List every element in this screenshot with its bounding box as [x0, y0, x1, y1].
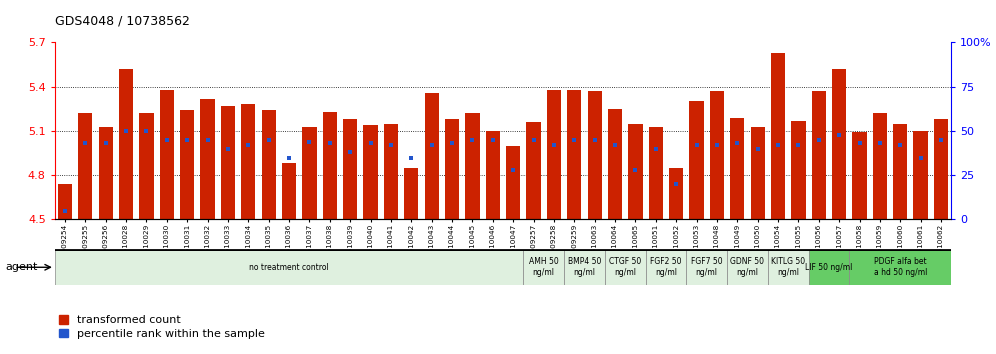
Bar: [445, 119, 459, 219]
Text: GDNF 50
ng/ml: GDNF 50 ng/ml: [730, 257, 765, 277]
Bar: [934, 119, 948, 219]
Bar: [99, 126, 113, 219]
Bar: [180, 110, 194, 219]
Bar: [364, 125, 377, 219]
Bar: [809, 250, 850, 285]
Bar: [727, 250, 768, 285]
Text: GDS4048 / 10738562: GDS4048 / 10738562: [55, 14, 189, 27]
Bar: [791, 121, 806, 219]
Bar: [567, 90, 582, 219]
Bar: [730, 118, 744, 219]
Bar: [527, 122, 541, 219]
Bar: [768, 250, 809, 285]
Bar: [200, 98, 215, 219]
Bar: [608, 109, 622, 219]
Bar: [383, 124, 398, 219]
Legend: transformed count, percentile rank within the sample: transformed count, percentile rank withi…: [55, 311, 269, 343]
Bar: [303, 126, 317, 219]
Bar: [547, 90, 561, 219]
Bar: [710, 91, 724, 219]
Text: FGF7 50
ng/ml: FGF7 50 ng/ml: [691, 257, 722, 277]
Bar: [282, 164, 296, 219]
Bar: [55, 250, 523, 285]
Bar: [686, 250, 727, 285]
Text: no treatment control: no treatment control: [249, 263, 329, 272]
Bar: [588, 91, 602, 219]
Bar: [648, 126, 663, 219]
Bar: [751, 126, 765, 219]
Bar: [913, 131, 927, 219]
Bar: [241, 104, 255, 219]
Bar: [850, 250, 951, 285]
Bar: [564, 250, 605, 285]
Bar: [119, 69, 133, 219]
Text: BMP4 50
ng/ml: BMP4 50 ng/ml: [568, 257, 602, 277]
Bar: [323, 112, 337, 219]
Text: agent: agent: [5, 262, 38, 272]
Bar: [628, 124, 642, 219]
Text: FGF2 50
ng/ml: FGF2 50 ng/ml: [650, 257, 681, 277]
Text: KITLG 50
ng/ml: KITLG 50 ng/ml: [771, 257, 805, 277]
Bar: [669, 168, 683, 219]
Bar: [424, 93, 439, 219]
Bar: [523, 250, 564, 285]
Bar: [262, 110, 276, 219]
Bar: [771, 53, 785, 219]
Text: LIF 50 ng/ml: LIF 50 ng/ml: [805, 263, 853, 272]
Bar: [812, 91, 826, 219]
Bar: [853, 132, 867, 219]
Bar: [139, 113, 153, 219]
Bar: [58, 184, 72, 219]
Bar: [343, 119, 358, 219]
Text: AMH 50
ng/ml: AMH 50 ng/ml: [529, 257, 559, 277]
Bar: [159, 90, 174, 219]
Bar: [832, 69, 847, 219]
Bar: [465, 113, 479, 219]
Bar: [486, 131, 500, 219]
Bar: [221, 106, 235, 219]
Bar: [689, 102, 703, 219]
Bar: [79, 113, 93, 219]
Bar: [506, 146, 520, 219]
Bar: [404, 168, 418, 219]
Bar: [872, 113, 887, 219]
Text: PDGF alfa bet
a hd 50 ng/ml: PDGF alfa bet a hd 50 ng/ml: [873, 257, 927, 277]
Bar: [645, 250, 686, 285]
Bar: [893, 124, 907, 219]
Bar: [605, 250, 645, 285]
Text: CTGF 50
ng/ml: CTGF 50 ng/ml: [610, 257, 641, 277]
